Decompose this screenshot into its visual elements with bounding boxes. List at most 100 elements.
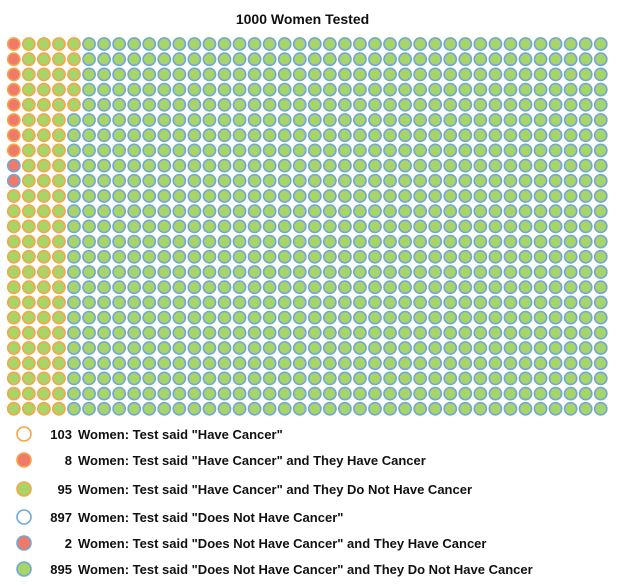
waffle-dot — [142, 189, 157, 203]
waffle-dot — [232, 158, 247, 173]
waffle-dot — [368, 158, 382, 173]
waffle-dot — [247, 97, 262, 112]
waffle-dot — [187, 386, 202, 401]
waffle-dot — [157, 310, 172, 325]
waffle-dot — [232, 249, 247, 264]
waffle-dot — [458, 173, 473, 188]
waffle-dot — [563, 234, 578, 249]
waffle-dot — [262, 325, 277, 340]
waffle-dot — [67, 265, 81, 279]
waffle-dot — [563, 189, 578, 203]
waffle-dot — [322, 189, 337, 203]
waffle-dot — [443, 204, 458, 219]
waffle-dot — [277, 97, 292, 112]
waffle-dot — [337, 97, 352, 112]
waffle-dot — [578, 325, 593, 340]
waffle-dot — [82, 52, 96, 67]
waffle-dot — [52, 37, 66, 51]
waffle-dot — [292, 280, 307, 295]
waffle-dot — [518, 386, 533, 401]
waffle-dot — [6, 325, 21, 340]
waffle-dot — [127, 265, 142, 279]
waffle-dot — [6, 386, 21, 401]
waffle-dot — [21, 371, 36, 386]
waffle-dot — [6, 219, 21, 234]
waffle-dot — [458, 371, 473, 386]
waffle-dot — [322, 82, 337, 97]
waffle-dot — [97, 97, 111, 112]
waffle-dot — [533, 128, 548, 143]
waffle-dot — [518, 234, 533, 249]
waffle-dot — [112, 219, 127, 234]
waffle-dot — [413, 310, 428, 325]
waffle-dot — [187, 52, 202, 67]
waffle-dot — [277, 189, 292, 203]
waffle-dot — [337, 295, 352, 310]
waffle-dot — [368, 371, 382, 386]
waffle-dot — [428, 234, 443, 249]
waffle-dot — [262, 189, 277, 203]
waffle-dot — [187, 249, 202, 264]
waffle-dot — [37, 97, 51, 112]
waffle-dot — [307, 265, 322, 279]
legend-count: 8 — [64, 452, 72, 468]
waffle-dot — [428, 341, 443, 355]
waffle-dot — [52, 249, 66, 264]
waffle-dot — [157, 325, 172, 340]
waffle-dot — [247, 325, 262, 340]
waffle-dot — [112, 67, 127, 82]
waffle-dot — [187, 325, 202, 340]
waffle-dot — [353, 158, 367, 173]
waffle-dot — [67, 128, 81, 143]
waffle-dot — [187, 265, 202, 279]
waffle-dot — [82, 325, 96, 340]
waffle-dot — [458, 67, 473, 82]
waffle-dot — [67, 52, 81, 67]
waffle-dot — [21, 204, 36, 219]
waffle-dot — [307, 356, 322, 371]
waffle-dot — [202, 386, 217, 401]
waffle-dot — [97, 356, 111, 371]
waffle-dot — [82, 280, 96, 295]
waffle-dot — [593, 401, 608, 416]
waffle-dot — [142, 249, 157, 264]
waffle-dot — [21, 234, 36, 249]
waffle-dot — [473, 371, 488, 386]
waffle-dot — [187, 97, 202, 112]
waffle-dot — [398, 173, 412, 188]
waffle-dot — [518, 173, 533, 188]
waffle-dot — [6, 189, 21, 203]
waffle-dot — [593, 371, 608, 386]
waffle-dot — [277, 401, 292, 416]
waffle-dot — [337, 356, 352, 371]
waffle-dot — [488, 295, 503, 310]
waffle-dot — [307, 401, 322, 416]
waffle-dot — [6, 97, 21, 112]
waffle-dot — [353, 371, 367, 386]
waffle-dot — [277, 143, 292, 158]
waffle-dot — [443, 386, 458, 401]
waffle-dot — [368, 52, 382, 67]
waffle-dot — [428, 67, 443, 82]
waffle-dot — [82, 219, 96, 234]
waffle-dot — [67, 204, 81, 219]
waffle-dot — [52, 113, 66, 127]
waffle-dot — [503, 173, 518, 188]
waffle-dot — [548, 113, 563, 127]
waffle-dot — [533, 204, 548, 219]
waffle-dot — [353, 356, 367, 371]
waffle-dot — [262, 386, 277, 401]
waffle-dot — [112, 249, 127, 264]
waffle-dot — [518, 280, 533, 295]
waffle-dot — [172, 371, 187, 386]
waffle-dot — [37, 371, 51, 386]
waffle-dot — [172, 143, 187, 158]
waffle-dot — [368, 234, 382, 249]
waffle-dot — [443, 371, 458, 386]
legend-item: 95 Women: Test said "Have Cancer" and The… — [14, 479, 472, 499]
waffle-dot — [383, 341, 397, 355]
waffle-dot — [6, 113, 21, 127]
waffle-dot — [398, 189, 412, 203]
waffle-dot — [503, 204, 518, 219]
waffle-dot — [232, 386, 247, 401]
